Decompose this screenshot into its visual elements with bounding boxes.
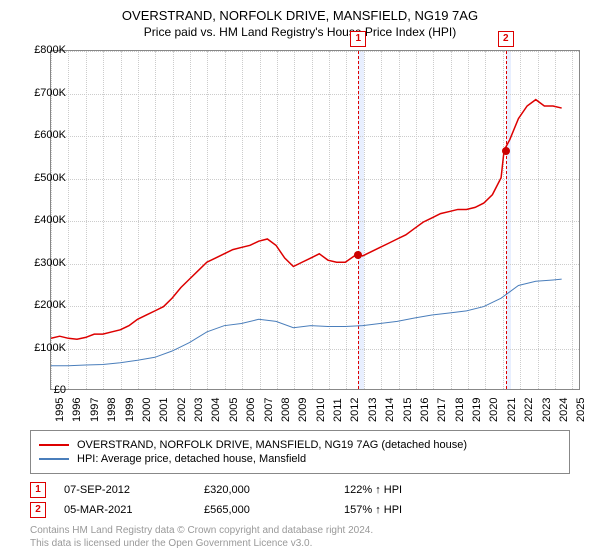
x-axis-label: 2014 bbox=[384, 398, 396, 422]
x-axis-label: 2010 bbox=[315, 398, 327, 422]
x-axis-label: 2005 bbox=[228, 398, 240, 422]
x-axis-label: 2025 bbox=[575, 398, 587, 422]
sale-marker-number: 2 bbox=[30, 502, 46, 518]
legend-swatch-icon bbox=[39, 458, 69, 460]
x-axis-label: 2017 bbox=[436, 398, 448, 422]
x-axis-label: 1996 bbox=[71, 398, 83, 422]
x-axis-label: 2002 bbox=[176, 398, 188, 422]
x-axis-label: 2013 bbox=[367, 398, 379, 422]
footer-attribution: Contains HM Land Registry data © Crown c… bbox=[30, 524, 373, 550]
y-axis-label: £0 bbox=[16, 384, 66, 396]
sale-date: 07-SEP-2012 bbox=[64, 484, 204, 496]
sale-price: £565,000 bbox=[204, 504, 344, 516]
x-axis-label: 2004 bbox=[210, 398, 222, 422]
x-axis-label: 2018 bbox=[454, 398, 466, 422]
x-axis-label: 2001 bbox=[158, 398, 170, 422]
marker-number-box: 2 bbox=[498, 31, 514, 47]
x-axis-label: 1995 bbox=[54, 398, 66, 422]
legend-box: OVERSTRAND, NORFOLK DRIVE, MANSFIELD, NG… bbox=[30, 430, 570, 474]
x-axis-label: 2023 bbox=[541, 398, 553, 422]
footer-line: This data is licensed under the Open Gov… bbox=[30, 537, 373, 550]
sale-price: £320,000 bbox=[204, 484, 344, 496]
y-axis-label: £100K bbox=[16, 342, 66, 354]
chart-lines-svg bbox=[51, 51, 579, 389]
sale-markers-table: 1 07-SEP-2012£320,000122% ↑ HPI 2 05-MAR-20… bbox=[30, 478, 484, 522]
chart-plot-area: 12 bbox=[50, 50, 580, 390]
x-axis-label: 2020 bbox=[488, 398, 500, 422]
chart-title: OVERSTRAND, NORFOLK DRIVE, MANSFIELD, NG… bbox=[0, 0, 600, 23]
y-axis-label: £700K bbox=[16, 87, 66, 99]
y-axis-label: £200K bbox=[16, 299, 66, 311]
y-axis-label: £600K bbox=[16, 129, 66, 141]
sale-date: 05-MAR-2021 bbox=[64, 504, 204, 516]
legend-label: OVERSTRAND, NORFOLK DRIVE, MANSFIELD, NG… bbox=[77, 439, 467, 451]
sale-marker-number: 1 bbox=[30, 482, 46, 498]
x-axis-label: 2019 bbox=[471, 398, 483, 422]
series-line bbox=[51, 279, 562, 366]
legend-row: OVERSTRAND, NORFOLK DRIVE, MANSFIELD, NG… bbox=[39, 439, 561, 451]
x-axis-label: 2016 bbox=[419, 398, 431, 422]
sale-hpi-pct: 122% ↑ HPI bbox=[344, 484, 484, 496]
sale-row: 1 07-SEP-2012£320,000122% ↑ HPI bbox=[30, 482, 484, 498]
sale-hpi-pct: 157% ↑ HPI bbox=[344, 504, 484, 516]
legend-label: HPI: Average price, detached house, Mans… bbox=[77, 453, 306, 465]
footer-line: Contains HM Land Registry data © Crown c… bbox=[30, 524, 373, 537]
sale-point-icon bbox=[354, 251, 362, 259]
marker-number-box: 1 bbox=[350, 31, 366, 47]
x-axis-label: 2015 bbox=[402, 398, 414, 422]
series-line bbox=[51, 100, 562, 340]
y-axis-label: £300K bbox=[16, 257, 66, 269]
x-axis-label: 2009 bbox=[297, 398, 309, 422]
x-axis-label: 2024 bbox=[558, 398, 570, 422]
sale-row: 2 05-MAR-2021£565,000157% ↑ HPI bbox=[30, 502, 484, 518]
x-axis-label: 2006 bbox=[245, 398, 257, 422]
legend-row: HPI: Average price, detached house, Mans… bbox=[39, 453, 561, 465]
x-axis-label: 2003 bbox=[193, 398, 205, 422]
x-axis-label: 1999 bbox=[124, 398, 136, 422]
x-axis-label: 1998 bbox=[106, 398, 118, 422]
y-axis-label: £400K bbox=[16, 214, 66, 226]
x-axis-label: 2008 bbox=[280, 398, 292, 422]
x-axis-label: 1997 bbox=[89, 398, 101, 422]
sale-point-icon bbox=[502, 147, 510, 155]
x-axis-label: 2022 bbox=[523, 398, 535, 422]
x-axis-label: 2000 bbox=[141, 398, 153, 422]
x-axis-label: 2007 bbox=[263, 398, 275, 422]
x-axis-label: 2021 bbox=[506, 398, 518, 422]
y-axis-label: £500K bbox=[16, 172, 66, 184]
x-axis-label: 2011 bbox=[332, 398, 344, 422]
y-axis-label: £800K bbox=[16, 44, 66, 56]
x-axis-label: 2012 bbox=[349, 398, 361, 422]
legend-swatch-icon bbox=[39, 444, 69, 446]
